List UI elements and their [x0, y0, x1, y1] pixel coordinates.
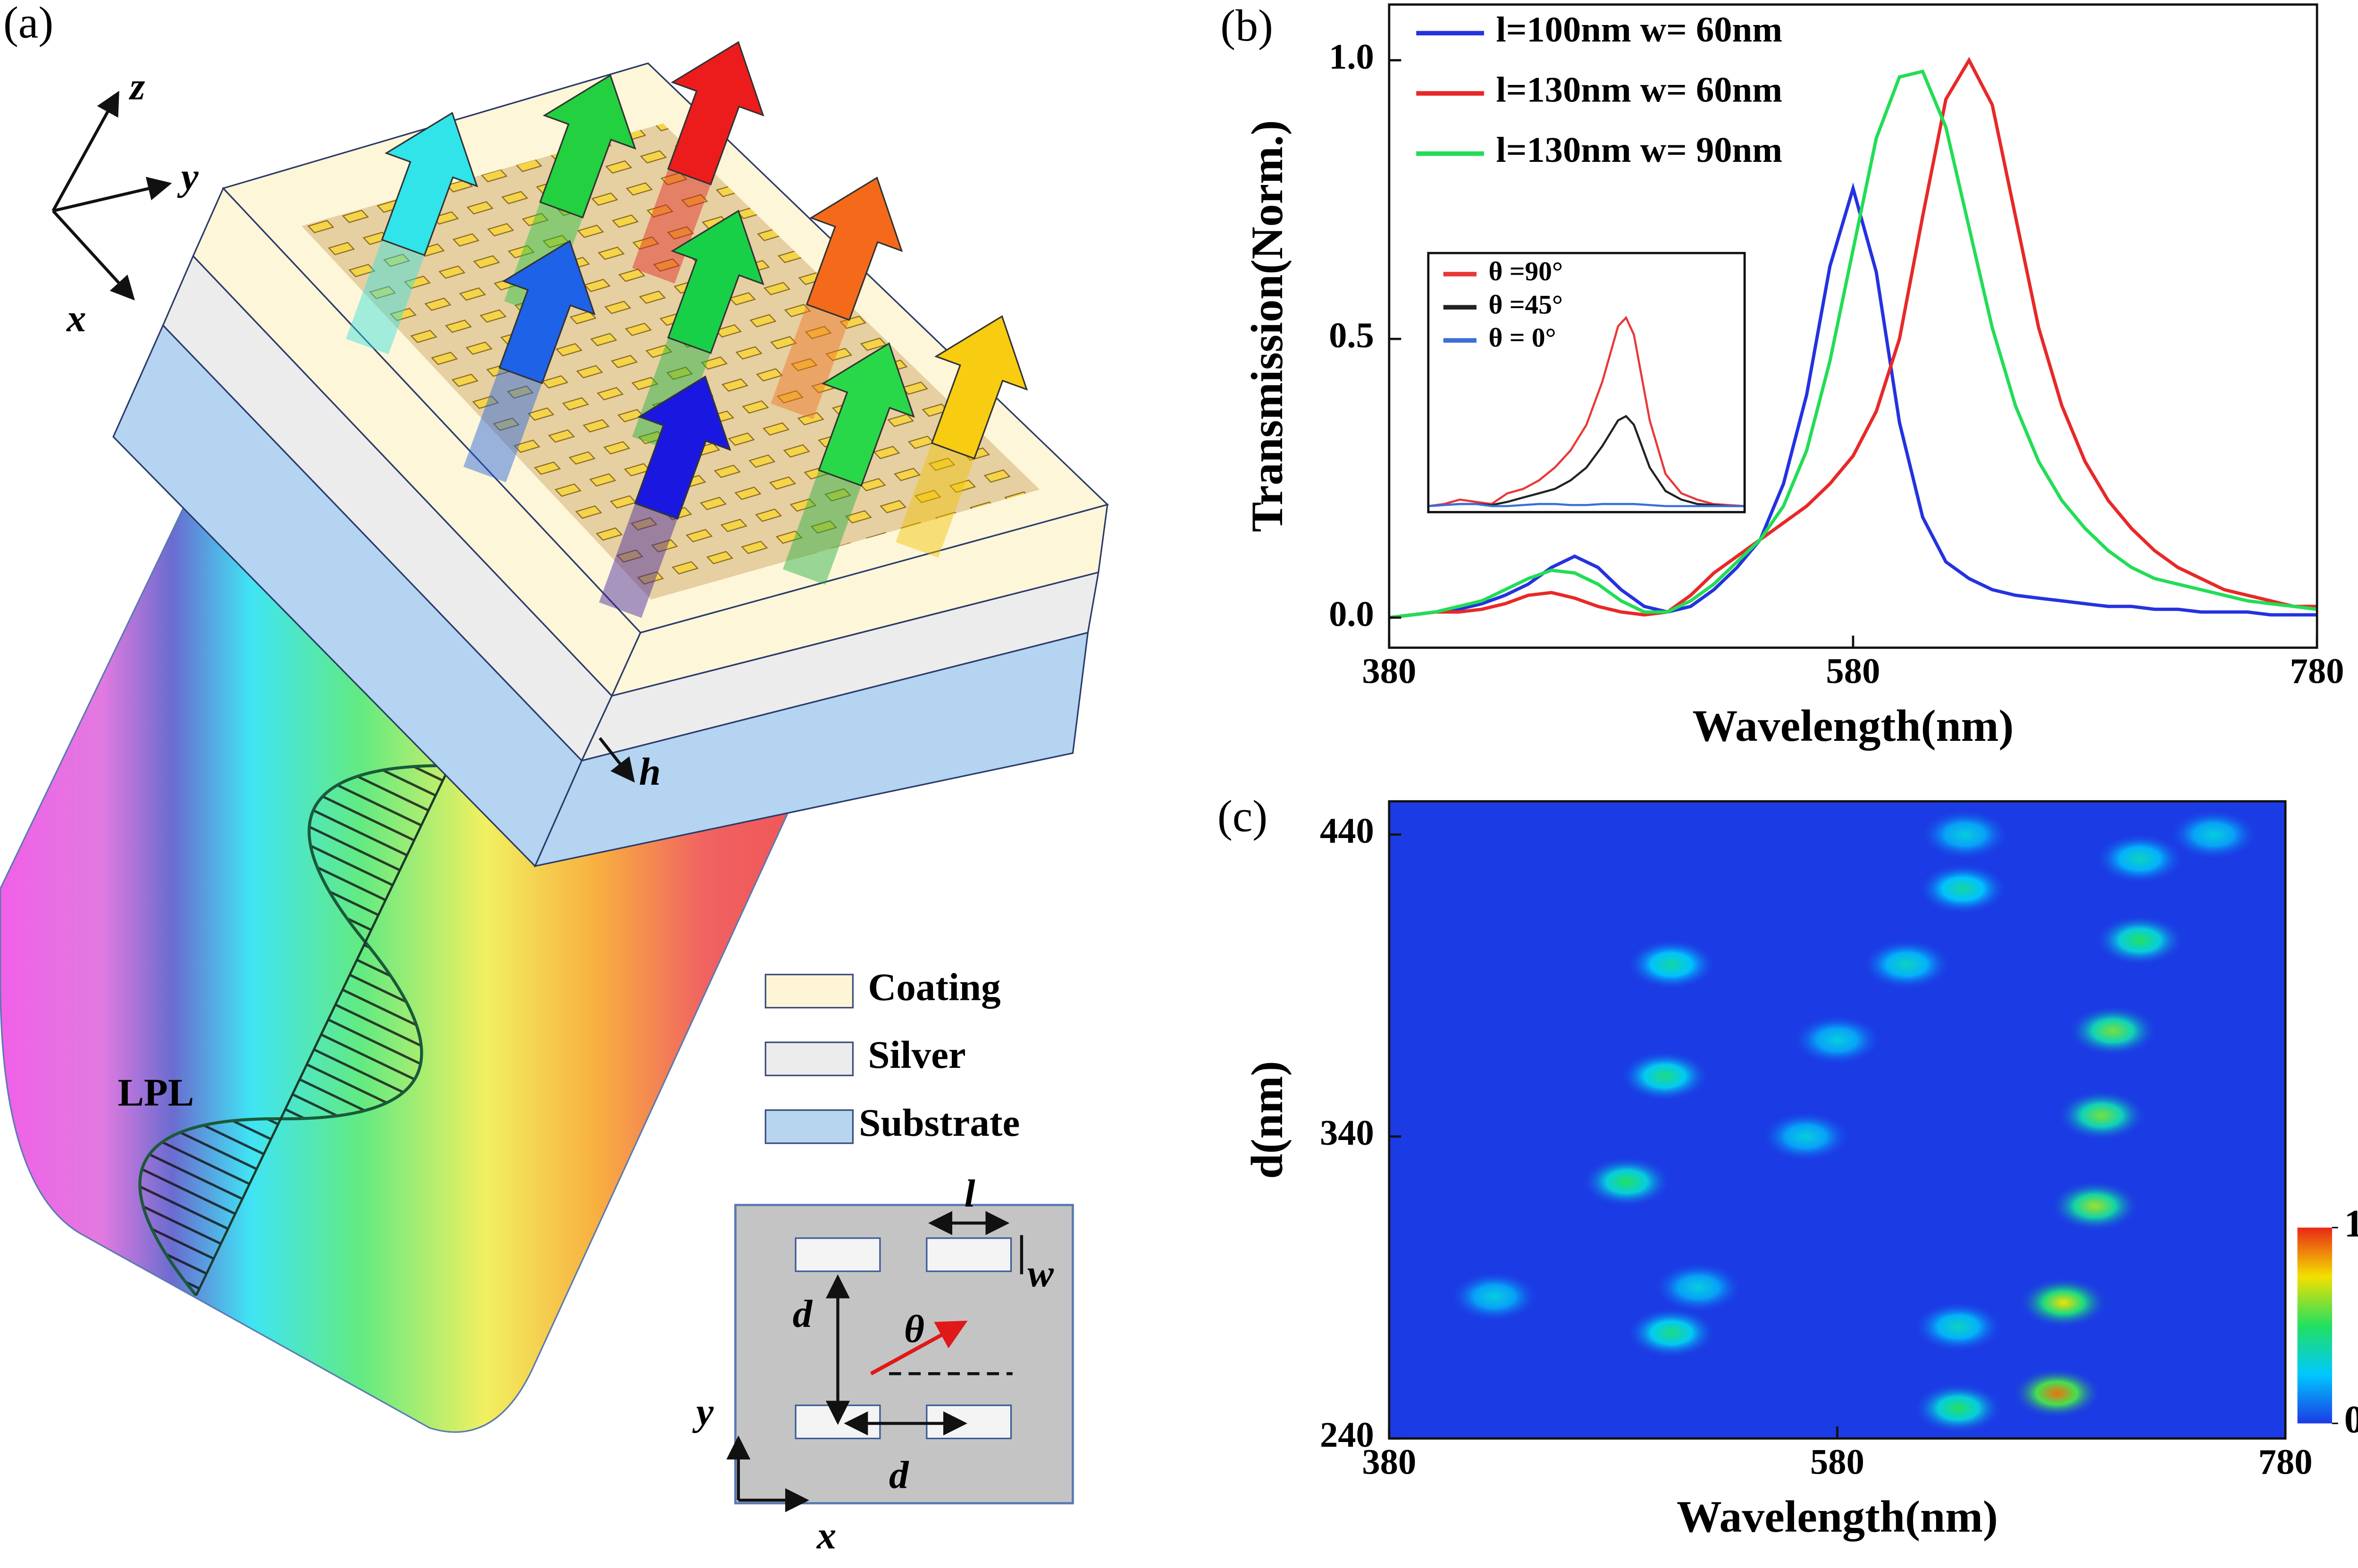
- hotspot: [2049, 1180, 2140, 1232]
- plot-frame: [1388, 800, 2287, 1440]
- hotspot: [1620, 1050, 1710, 1102]
- hotspot: [1626, 1307, 1717, 1358]
- x-axis-label: Wavelength(nm): [1693, 701, 2014, 751]
- legend-swatch: [764, 1109, 854, 1144]
- y-tick-label: 240: [1320, 1415, 1374, 1455]
- panel-a: (a) z y x h LPL Coating Silver Substrate…: [0, 0, 1109, 1557]
- axis-label: x: [66, 296, 86, 340]
- hotspot: [2067, 1005, 2158, 1057]
- substrate-layer: [534, 631, 1089, 867]
- y-tick-label: 1.0: [1329, 36, 1374, 76]
- x-tick-label: 780: [2290, 651, 2344, 691]
- colorbar-label: 0: [2344, 1398, 2358, 1441]
- hotspot: [1917, 863, 2008, 915]
- dimension-label: θ: [904, 1307, 924, 1350]
- x-tick-label: 580: [1810, 1442, 1864, 1482]
- y-tick-label: 0.0: [1329, 594, 1374, 634]
- hotspot: [1913, 1301, 2004, 1352]
- panel-label: (a): [3, 0, 53, 47]
- hotspot: [2168, 809, 2259, 860]
- legend-label: l=130nm w= 60nm: [1496, 69, 1782, 109]
- y-tick-label: 340: [1320, 1113, 1374, 1153]
- y-tick-label: 0.5: [1329, 315, 1374, 355]
- data-line: [1428, 316, 1745, 507]
- hotspot: [1653, 1262, 1744, 1313]
- legend-label: θ =90°: [1488, 257, 1562, 286]
- unit-cell: [726, 1204, 1074, 1512]
- legend-label: l=130nm w= 90nm: [1496, 130, 1782, 170]
- colorbar: [2297, 1227, 2333, 1424]
- legend-label: l=100nm w= 60nm: [1496, 9, 1782, 50]
- legend-label: Coating: [868, 965, 1000, 1008]
- plot-frame: [1427, 252, 1746, 513]
- axis-label: y: [692, 1390, 714, 1434]
- hotspot: [2094, 914, 2185, 966]
- y-axis-label: d(nm): [1242, 1061, 1292, 1179]
- legend-swatch: [764, 1041, 854, 1076]
- dimension-label: d: [889, 1453, 909, 1497]
- coordinate-axes: [51, 91, 172, 301]
- dimension-label: w: [1028, 1251, 1054, 1295]
- y-tick-label: 440: [1320, 811, 1374, 851]
- polarization-wave: [138, 758, 454, 1297]
- legend-label: θ =45°: [1488, 290, 1562, 319]
- data-line: [1389, 57, 2317, 620]
- x-tick-label: 580: [1826, 651, 1880, 691]
- x-tick-label: 380: [1362, 1442, 1416, 1482]
- hotspot: [1792, 1014, 1883, 1066]
- thickness-label: h: [639, 750, 661, 793]
- hotspot: [1626, 939, 1717, 990]
- hotspot: [1449, 1271, 1540, 1322]
- x-tick-label: 380: [1362, 651, 1416, 691]
- hotspot: [1913, 1383, 2004, 1434]
- hotspot: [2056, 1090, 2147, 1141]
- thickness-arrow: [598, 737, 635, 783]
- legend-swatch: [764, 973, 854, 1009]
- colorbar-label: 1: [2344, 1202, 2358, 1245]
- data-line: [1389, 69, 2317, 620]
- hotspot: [1861, 939, 1952, 990]
- dimension-label: d: [793, 1292, 813, 1335]
- hotspot: [2094, 833, 2185, 885]
- x-tick-label: 780: [2258, 1442, 2313, 1482]
- axis-label: z: [128, 65, 145, 108]
- y-axis-label: Transmission(Norm.): [1242, 120, 1292, 532]
- hotspot: [1761, 1111, 1851, 1162]
- legend-label: Silver: [868, 1033, 965, 1076]
- axis-label: x: [816, 1513, 837, 1557]
- x-axis-label: Wavelength(nm): [1677, 1492, 1998, 1542]
- data-line: [1428, 503, 1745, 507]
- hotspot: [2018, 1277, 2109, 1328]
- hotspot: [1581, 1156, 1672, 1207]
- axis-label: y: [177, 155, 199, 198]
- data-line: [1428, 415, 1745, 507]
- legend-label: θ = 0°: [1488, 323, 1556, 353]
- hotspot: [1920, 809, 2010, 860]
- charts: l=100nm w= 60nm l=130nm w= 60nm l=130nm w=…: [1217, 0, 2358, 1542]
- beam-label: LPL: [118, 1071, 194, 1114]
- hotspot: [2012, 1367, 2102, 1419]
- dimension-label: l: [965, 1172, 975, 1215]
- output-arrows: [346, 41, 1028, 618]
- legend-label: Substrate: [859, 1101, 1020, 1144]
- panel-label: (c): [1217, 791, 1267, 841]
- panel-label: (b): [1220, 0, 1273, 50]
